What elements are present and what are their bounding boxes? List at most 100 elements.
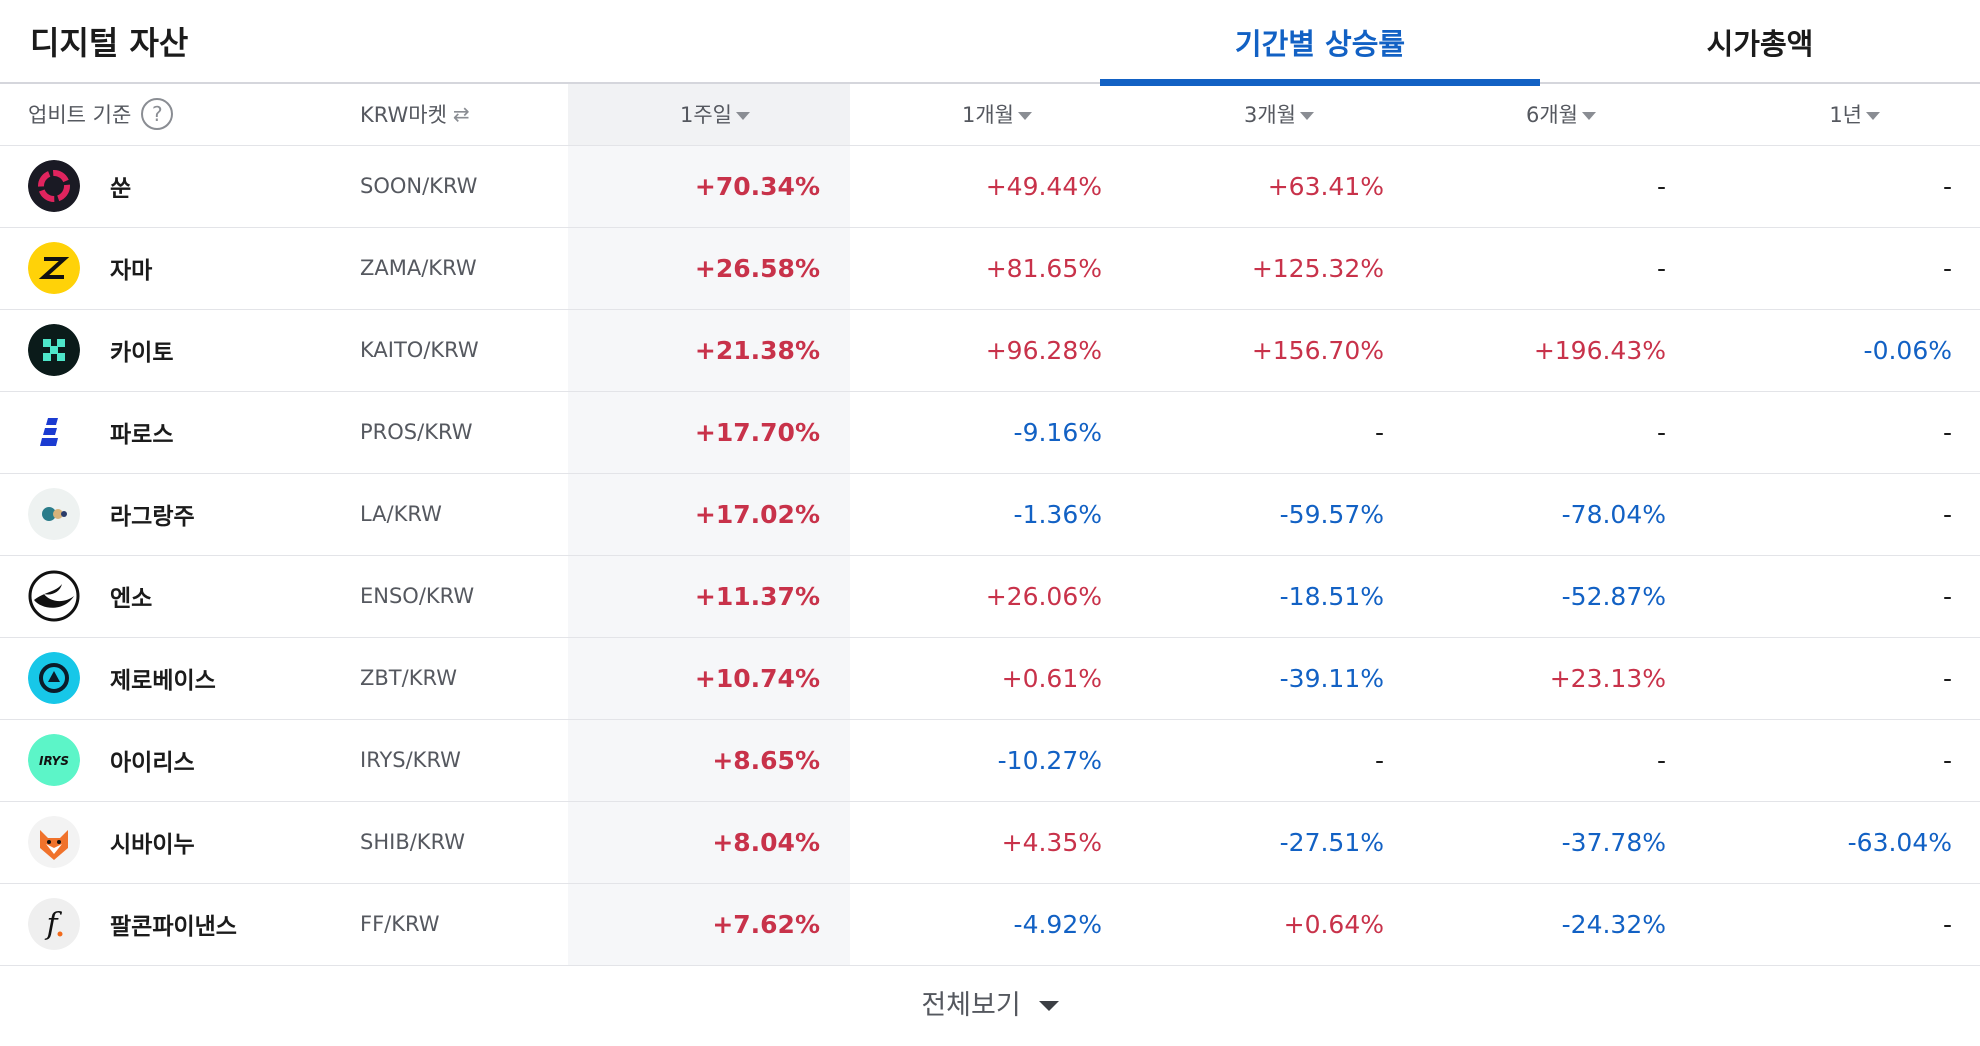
tab-bar: 기간별 상승률 시가총액	[1100, 0, 1980, 86]
return-1month: +96.28%	[985, 335, 1102, 365]
coin-table: 업비트 기준 ? KRW마켓 ⇄ 1주일 1개월 3개월 6개월 1년 쑨 SOO…	[0, 84, 1980, 966]
coin-name: 자마	[110, 258, 153, 284]
return-1year: -	[1942, 581, 1952, 611]
zerobase-logo-icon	[28, 652, 80, 704]
coin-cell[interactable]: 파로스	[0, 391, 330, 473]
view-all-label: 전체보기	[921, 990, 1021, 1021]
market-pair: PROS/KRW	[360, 420, 473, 444]
return-1week: +8.04%	[568, 801, 850, 883]
sort-caret-icon	[736, 112, 750, 121]
market-pair: FF/KRW	[360, 912, 440, 936]
sort-1month[interactable]: 1개월	[850, 84, 1132, 145]
chevron-down-icon	[1038, 1000, 1059, 1011]
return-3month: +156.70%	[1251, 335, 1384, 365]
kaito-logo-icon	[28, 324, 80, 376]
coin-cell[interactable]: 엔소	[0, 555, 330, 637]
return-6month: -	[1656, 171, 1666, 201]
irys-logo-icon: IRYS	[28, 734, 80, 786]
market-pair: SHIB/KRW	[360, 830, 466, 854]
coin-name: 라그랑주	[110, 504, 195, 530]
table-header-row: 업비트 기준 ? KRW마켓 ⇄ 1주일 1개월 3개월 6개월 1년	[0, 84, 1980, 145]
return-1week: +7.62%	[568, 883, 850, 965]
sort-1week[interactable]: 1주일	[568, 84, 850, 145]
return-1month: -4.92%	[1013, 909, 1102, 939]
coin-cell[interactable]: IRYS 아이리스	[0, 719, 330, 801]
header-market[interactable]: KRW마켓 ⇄	[330, 84, 568, 145]
return-1month: +49.44%	[985, 171, 1102, 201]
return-3month: -39.11%	[1279, 663, 1384, 693]
sort-caret-icon	[1866, 112, 1880, 121]
return-1week: +17.02%	[568, 473, 850, 555]
help-icon[interactable]: ?	[141, 98, 174, 131]
coin-name: 제로베이스	[110, 668, 216, 694]
tab-market-cap[interactable]: 시가총액	[1706, 27, 1814, 61]
return-1week: +10.74%	[568, 637, 850, 719]
return-1week: +21.38%	[568, 309, 850, 391]
coin-cell[interactable]: 제로베이스	[0, 637, 330, 719]
return-6month: +196.43%	[1533, 335, 1666, 365]
coin-cell[interactable]: 쑨	[0, 145, 330, 227]
coin-cell[interactable]: 카이토	[0, 309, 330, 391]
return-1week: +26.58%	[568, 227, 850, 309]
return-3month: +125.32%	[1251, 253, 1384, 283]
enso-logo-icon	[28, 570, 80, 622]
return-1year: -	[1942, 909, 1952, 939]
return-6month: -	[1656, 253, 1666, 283]
table-row[interactable]: IRYS 아이리스 IRYS/KRW +8.65% -10.27% - - -	[0, 719, 1980, 801]
sort-caret-icon	[1300, 112, 1314, 121]
header-basis: 업비트 기준 ?	[0, 84, 330, 145]
table-row[interactable]: 자마 ZAMA/KRW +26.58% +81.65% +125.32% - -	[0, 227, 1980, 309]
table-row[interactable]: 시바이누 SHIB/KRW +8.04% +4.35% -27.51% -37.78% -6…	[0, 801, 1980, 883]
pharos-logo-icon	[28, 406, 80, 458]
coin-name: 카이토	[110, 340, 174, 366]
sort-1year[interactable]: 1년	[1696, 84, 1980, 145]
return-1month: -1.36%	[1013, 499, 1102, 529]
return-6month: -	[1656, 417, 1666, 447]
sort-3month[interactable]: 3개월	[1132, 84, 1414, 145]
basis-label: 업비트 기준	[28, 103, 132, 128]
return-6month: -	[1656, 745, 1666, 775]
return-3month: +0.64%	[1283, 909, 1384, 939]
return-6month: -37.78%	[1561, 827, 1666, 857]
sort-caret-icon	[1018, 112, 1032, 121]
table-row[interactable]: 제로베이스 ZBT/KRW +10.74% +0.61% -39.11% +23.13% -	[0, 637, 1980, 719]
shib-logo-icon	[28, 816, 80, 868]
table-row[interactable]: 라그랑주 LA/KRW +17.02% -1.36% -59.57% -78.04% -	[0, 473, 1980, 555]
view-all-button[interactable]: 전체보기	[0, 965, 1980, 1040]
falcon-finance-logo-icon: f	[28, 898, 80, 950]
coin-name: 팔콘파이낸스	[110, 914, 237, 940]
table-row[interactable]: 엔소 ENSO/KRW +11.37% +26.06% -18.51% -52.87% -	[0, 555, 1980, 637]
return-1year: -	[1942, 253, 1952, 283]
soon-logo-icon	[28, 160, 80, 212]
return-1month: -9.16%	[1013, 417, 1102, 447]
swap-icon[interactable]: ⇄	[452, 102, 470, 127]
market-pair: LA/KRW	[360, 502, 442, 526]
coin-cell[interactable]: 시바이누	[0, 801, 330, 883]
return-1year: -	[1942, 745, 1952, 775]
zama-logo-icon	[28, 242, 80, 294]
return-1year: -	[1942, 417, 1952, 447]
coin-cell[interactable]: f 팔콘파이낸스	[0, 883, 330, 965]
coin-cell[interactable]: 자마	[0, 227, 330, 309]
table-row[interactable]: 파로스 PROS/KRW +17.70% -9.16% - - -	[0, 391, 1980, 473]
section-title: 디지털 자산	[30, 24, 189, 62]
return-1month: +26.06%	[985, 581, 1102, 611]
market-pair: SOON/KRW	[360, 174, 478, 198]
tab-period-return[interactable]: 기간별 상승률	[1100, 0, 1540, 86]
market-pair: IRYS/KRW	[360, 748, 461, 772]
table-row[interactable]: 카이토 KAITO/KRW +21.38% +96.28% +156.70% +196.4…	[0, 309, 1980, 391]
return-1month: +4.35%	[1001, 827, 1102, 857]
coin-cell[interactable]: 라그랑주	[0, 473, 330, 555]
return-1year: -0.06%	[1863, 335, 1952, 365]
return-1year: -	[1942, 663, 1952, 693]
table-row[interactable]: 쑨 SOON/KRW +70.34% +49.44% +63.41% - -	[0, 145, 1980, 227]
sort-caret-icon	[1582, 112, 1596, 121]
return-1month: +0.61%	[1001, 663, 1102, 693]
return-1year: -	[1942, 171, 1952, 201]
table-row[interactable]: f 팔콘파이낸스 FF/KRW +7.62% -4.92% +0.64% -24.32% -	[0, 883, 1980, 965]
svg-text:IRYS: IRYS	[39, 754, 69, 768]
coin-name: 엔소	[110, 586, 153, 612]
return-3month: -59.57%	[1279, 499, 1384, 529]
sort-6month[interactable]: 6개월	[1414, 84, 1696, 145]
